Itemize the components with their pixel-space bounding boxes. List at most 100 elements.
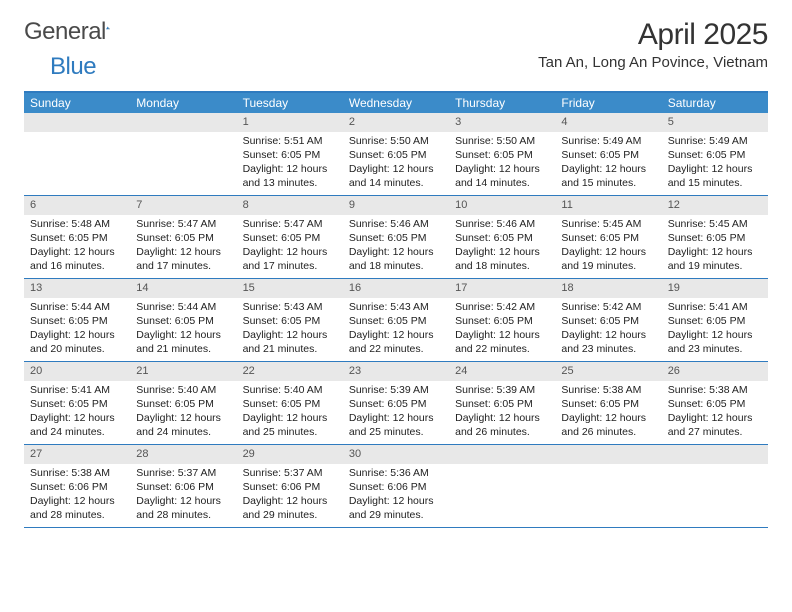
sunset-text: Sunset: 6:05 PM: [349, 314, 443, 328]
daylight-text: Daylight: 12 hours: [349, 328, 443, 342]
weekday-header: Sunday: [24, 93, 130, 113]
sunset-text: Sunset: 6:05 PM: [349, 148, 443, 162]
sunset-text: Sunset: 6:05 PM: [561, 314, 655, 328]
sunrise-text: Sunrise: 5:49 AM: [561, 134, 655, 148]
sunrise-text: Sunrise: 5:39 AM: [349, 383, 443, 397]
daylight-text: Daylight: 12 hours: [243, 245, 337, 259]
sunset-text: Sunset: 6:05 PM: [243, 314, 337, 328]
sunset-text: Sunset: 6:05 PM: [30, 314, 124, 328]
day-body: Sunrise: 5:41 AMSunset: 6:05 PMDaylight:…: [662, 298, 768, 361]
sunrise-text: Sunrise: 5:37 AM: [136, 466, 230, 480]
sunrise-text: Sunrise: 5:40 AM: [243, 383, 337, 397]
daylight-text: Daylight: 12 hours: [455, 245, 549, 259]
day-number: 17: [449, 279, 555, 298]
day-body: Sunrise: 5:42 AMSunset: 6:05 PMDaylight:…: [555, 298, 661, 361]
sunset-text: Sunset: 6:06 PM: [349, 480, 443, 494]
day-body: Sunrise: 5:44 AMSunset: 6:05 PMDaylight:…: [24, 298, 130, 361]
daylight-text: and 29 minutes.: [243, 508, 337, 522]
daylight-text: and 24 minutes.: [30, 425, 124, 439]
day-cell: 15Sunrise: 5:43 AMSunset: 6:05 PMDayligh…: [237, 279, 343, 361]
day-number: 22: [237, 362, 343, 381]
daylight-text: and 25 minutes.: [243, 425, 337, 439]
daylight-text: Daylight: 12 hours: [349, 411, 443, 425]
sunset-text: Sunset: 6:06 PM: [243, 480, 337, 494]
day-body: Sunrise: 5:46 AMSunset: 6:05 PMDaylight:…: [449, 215, 555, 278]
sunrise-text: Sunrise: 5:41 AM: [668, 300, 762, 314]
day-number: 28: [130, 445, 236, 464]
weekday-header: Tuesday: [237, 93, 343, 113]
daylight-text: and 23 minutes.: [561, 342, 655, 356]
day-number: [449, 445, 555, 464]
month-title: April 2025: [538, 18, 768, 52]
day-number: 11: [555, 196, 661, 215]
daylight-text: and 26 minutes.: [561, 425, 655, 439]
daylight-text: and 18 minutes.: [455, 259, 549, 273]
day-body: Sunrise: 5:48 AMSunset: 6:05 PMDaylight:…: [24, 215, 130, 278]
logo: General: [24, 18, 130, 46]
daylight-text: Daylight: 12 hours: [349, 162, 443, 176]
daylight-text: and 13 minutes.: [243, 176, 337, 190]
day-cell: 17Sunrise: 5:42 AMSunset: 6:05 PMDayligh…: [449, 279, 555, 361]
daylight-text: Daylight: 12 hours: [561, 245, 655, 259]
day-body: Sunrise: 5:38 AMSunset: 6:05 PMDaylight:…: [662, 381, 768, 444]
daylight-text: Daylight: 12 hours: [668, 245, 762, 259]
sunrise-text: Sunrise: 5:44 AM: [136, 300, 230, 314]
day-number: [24, 113, 130, 132]
day-cell: 14Sunrise: 5:44 AMSunset: 6:05 PMDayligh…: [130, 279, 236, 361]
sunrise-text: Sunrise: 5:38 AM: [561, 383, 655, 397]
day-number: 20: [24, 362, 130, 381]
daylight-text: and 14 minutes.: [349, 176, 443, 190]
sunrise-text: Sunrise: 5:47 AM: [243, 217, 337, 231]
sunset-text: Sunset: 6:05 PM: [349, 231, 443, 245]
daylight-text: and 17 minutes.: [136, 259, 230, 273]
day-number: 30: [343, 445, 449, 464]
day-body: Sunrise: 5:49 AMSunset: 6:05 PMDaylight:…: [555, 132, 661, 195]
day-cell: 29Sunrise: 5:37 AMSunset: 6:06 PMDayligh…: [237, 445, 343, 527]
day-number: 16: [343, 279, 449, 298]
day-body: Sunrise: 5:42 AMSunset: 6:05 PMDaylight:…: [449, 298, 555, 361]
daylight-text: Daylight: 12 hours: [668, 162, 762, 176]
daylight-text: and 15 minutes.: [561, 176, 655, 190]
day-body: Sunrise: 5:45 AMSunset: 6:05 PMDaylight:…: [555, 215, 661, 278]
sunset-text: Sunset: 6:06 PM: [136, 480, 230, 494]
day-cell: 11Sunrise: 5:45 AMSunset: 6:05 PMDayligh…: [555, 196, 661, 278]
day-cell: 20Sunrise: 5:41 AMSunset: 6:05 PMDayligh…: [24, 362, 130, 444]
day-number: 27: [24, 445, 130, 464]
daylight-text: Daylight: 12 hours: [243, 162, 337, 176]
day-cell: 8Sunrise: 5:47 AMSunset: 6:05 PMDaylight…: [237, 196, 343, 278]
day-body: Sunrise: 5:50 AMSunset: 6:05 PMDaylight:…: [343, 132, 449, 195]
daylight-text: and 22 minutes.: [349, 342, 443, 356]
day-cell: 28 Sunrise: 5:37 AMSunset: 6:06 PMDayligh…: [130, 445, 236, 527]
sunrise-text: Sunrise: 5:50 AM: [349, 134, 443, 148]
day-cell: 1Sunrise: 5:51 AMSunset: 6:05 PMDaylight…: [237, 113, 343, 195]
daylight-text: Daylight: 12 hours: [561, 328, 655, 342]
sunrise-text: Sunrise: 5:44 AM: [30, 300, 124, 314]
daylight-text: and 21 minutes.: [243, 342, 337, 356]
weekday-header: Friday: [555, 93, 661, 113]
sunset-text: Sunset: 6:05 PM: [243, 397, 337, 411]
sunset-text: Sunset: 6:05 PM: [349, 397, 443, 411]
calendar: SundayMondayTuesdayWednesdayThursdayFrid…: [24, 91, 768, 528]
daylight-text: and 16 minutes.: [30, 259, 124, 273]
sunset-text: Sunset: 6:05 PM: [136, 314, 230, 328]
day-cell: 21Sunrise: 5:40 AMSunset: 6:05 PMDayligh…: [130, 362, 236, 444]
day-body: Sunrise: 5:37 AMSunset: 6:06 PMDaylight:…: [237, 464, 343, 527]
sunset-text: Sunset: 6:05 PM: [136, 231, 230, 245]
sunset-text: Sunset: 6:05 PM: [561, 148, 655, 162]
week-row: 27Sunrise: 5:38 AMSunset: 6:06 PMDayligh…: [24, 445, 768, 528]
sunset-text: Sunset: 6:05 PM: [668, 148, 762, 162]
sunrise-text: Sunrise: 5:51 AM: [243, 134, 337, 148]
day-number: 21: [130, 362, 236, 381]
weekday-header-row: SundayMondayTuesdayWednesdayThursdayFrid…: [24, 93, 768, 113]
sunrise-text: Sunrise: 5:47 AM: [136, 217, 230, 231]
weekday-header: Thursday: [449, 93, 555, 113]
daylight-text: Daylight: 12 hours: [30, 328, 124, 342]
daylight-text: Daylight: 12 hours: [136, 494, 230, 508]
logo-sail-icon: [106, 19, 110, 37]
daylight-text: and 18 minutes.: [349, 259, 443, 273]
daylight-text: Daylight: 12 hours: [561, 411, 655, 425]
day-number: 12: [662, 196, 768, 215]
title-block: April 2025 Tan An, Long An Povince, Viet…: [538, 18, 768, 71]
sunset-text: Sunset: 6:05 PM: [455, 314, 549, 328]
day-cell: 4Sunrise: 5:49 AMSunset: 6:05 PMDaylight…: [555, 113, 661, 195]
